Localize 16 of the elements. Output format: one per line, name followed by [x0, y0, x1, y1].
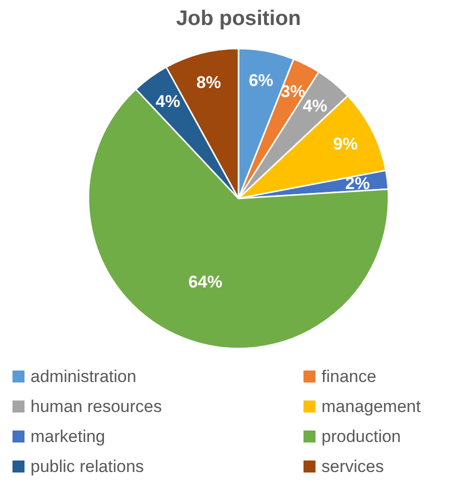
legend-label: administration [30, 367, 136, 386]
data-label: 2% [345, 174, 370, 193]
data-label: 4% [156, 92, 180, 111]
data-label: 9% [333, 134, 358, 154]
legend-label: production [322, 427, 401, 446]
data-label: 6% [248, 71, 274, 90]
chart-title: Job position [176, 7, 301, 30]
legend-label: human resources [30, 397, 162, 416]
data-label: 8% [196, 72, 221, 92]
data-label: 4% [302, 96, 328, 116]
data-label: 64% [188, 272, 222, 292]
legend-label: services [322, 457, 384, 476]
legend-label: finance [322, 367, 376, 386]
legend-label: marketing [30, 427, 106, 446]
legend-label: public relations [30, 457, 144, 476]
legend-label: management [322, 397, 422, 416]
